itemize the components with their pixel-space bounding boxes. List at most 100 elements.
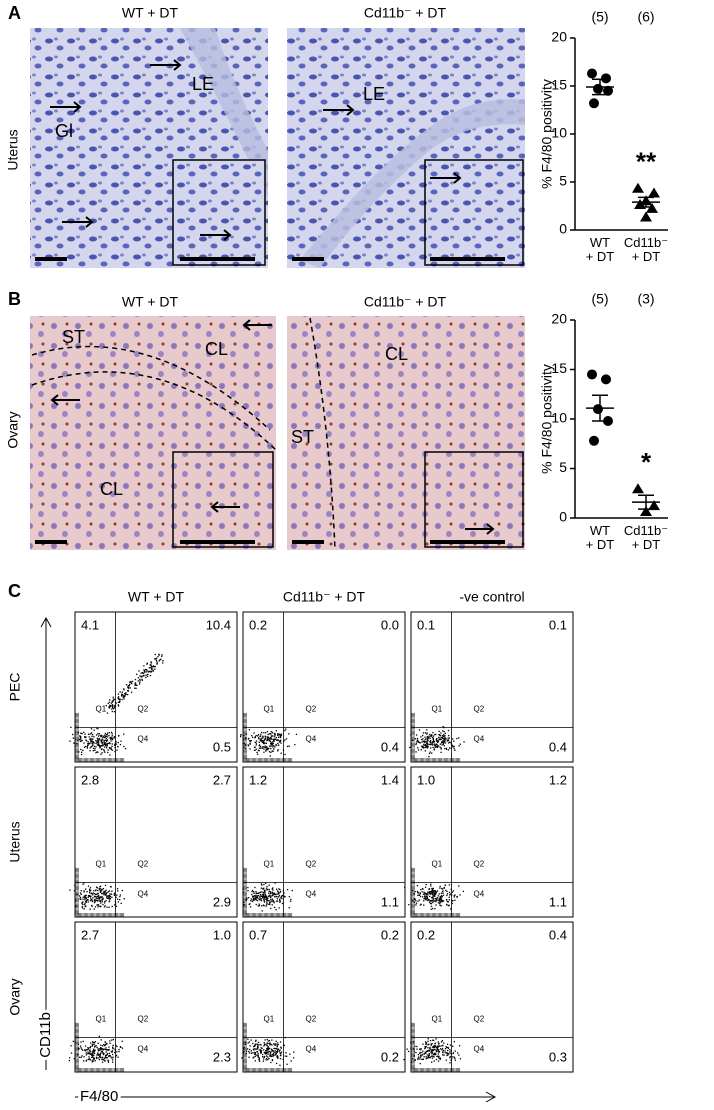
image-label: LE	[192, 74, 214, 94]
event	[87, 743, 89, 745]
event	[104, 890, 106, 893]
column-header: -ve control	[459, 589, 524, 605]
event	[260, 1052, 262, 1054]
event	[104, 884, 107, 887]
event	[268, 903, 270, 905]
event	[266, 1047, 268, 1050]
event	[438, 739, 440, 741]
event	[253, 1049, 255, 1051]
event	[111, 896, 113, 898]
event	[266, 902, 268, 905]
event	[253, 892, 255, 895]
event	[453, 1040, 455, 1043]
event	[450, 1053, 453, 1055]
event	[423, 1056, 425, 1058]
event	[431, 741, 433, 743]
event	[89, 1049, 91, 1051]
event	[264, 739, 266, 741]
event	[441, 1040, 444, 1042]
event	[430, 908, 432, 910]
event	[90, 739, 92, 741]
event	[429, 1046, 431, 1049]
event	[267, 1040, 269, 1042]
event	[433, 1045, 436, 1047]
event	[145, 671, 147, 673]
event	[421, 741, 423, 743]
event	[92, 1060, 94, 1062]
event	[116, 894, 118, 896]
event	[437, 740, 439, 742]
event	[242, 1052, 244, 1054]
event	[105, 734, 108, 736]
event	[257, 1054, 259, 1056]
event	[101, 1058, 103, 1061]
event	[251, 735, 253, 737]
event	[156, 662, 158, 665]
event	[248, 1041, 251, 1043]
event	[89, 1059, 91, 1061]
event	[413, 1048, 415, 1050]
row-label: PEC	[7, 673, 23, 702]
event	[119, 743, 122, 746]
event	[93, 1052, 96, 1055]
error-bar	[592, 78, 608, 96]
flow-plot	[410, 611, 574, 763]
panel-letter: C	[8, 581, 21, 601]
gate-label: Q4	[138, 735, 149, 744]
event	[263, 901, 266, 903]
event	[99, 747, 101, 749]
event	[284, 729, 286, 732]
event	[452, 746, 454, 748]
event	[255, 892, 257, 895]
event	[424, 1051, 426, 1053]
event	[270, 1051, 272, 1054]
event	[270, 899, 272, 901]
event	[433, 1053, 435, 1055]
event	[446, 1046, 448, 1049]
event	[423, 904, 425, 906]
event	[123, 733, 125, 735]
event	[420, 1048, 422, 1050]
event	[128, 684, 130, 687]
event	[242, 892, 244, 894]
event	[90, 1042, 92, 1044]
event	[259, 735, 262, 737]
event	[129, 683, 131, 686]
event	[271, 1039, 273, 1041]
event	[254, 1044, 256, 1046]
event	[101, 735, 103, 737]
event	[416, 741, 418, 743]
event	[256, 900, 259, 902]
event	[245, 733, 248, 735]
event	[82, 903, 84, 906]
event	[435, 1058, 438, 1061]
event	[97, 739, 99, 742]
event	[107, 751, 109, 754]
event	[257, 897, 259, 899]
event	[73, 742, 75, 744]
event	[89, 889, 91, 891]
event	[114, 706, 116, 709]
event	[80, 732, 82, 734]
event	[95, 1056, 98, 1058]
event	[459, 1058, 462, 1060]
event	[438, 900, 440, 902]
event	[280, 897, 282, 899]
event	[266, 898, 268, 900]
event	[102, 1056, 104, 1059]
event	[279, 890, 282, 893]
event	[417, 1058, 420, 1060]
event	[108, 742, 111, 744]
event	[107, 749, 109, 751]
event	[435, 1049, 438, 1052]
event	[433, 743, 436, 745]
event	[448, 896, 450, 898]
event	[432, 740, 434, 743]
event	[84, 894, 87, 897]
event	[98, 898, 101, 900]
event	[262, 741, 265, 743]
event	[254, 897, 257, 899]
event	[268, 892, 270, 894]
event	[120, 740, 122, 742]
event	[98, 746, 101, 748]
